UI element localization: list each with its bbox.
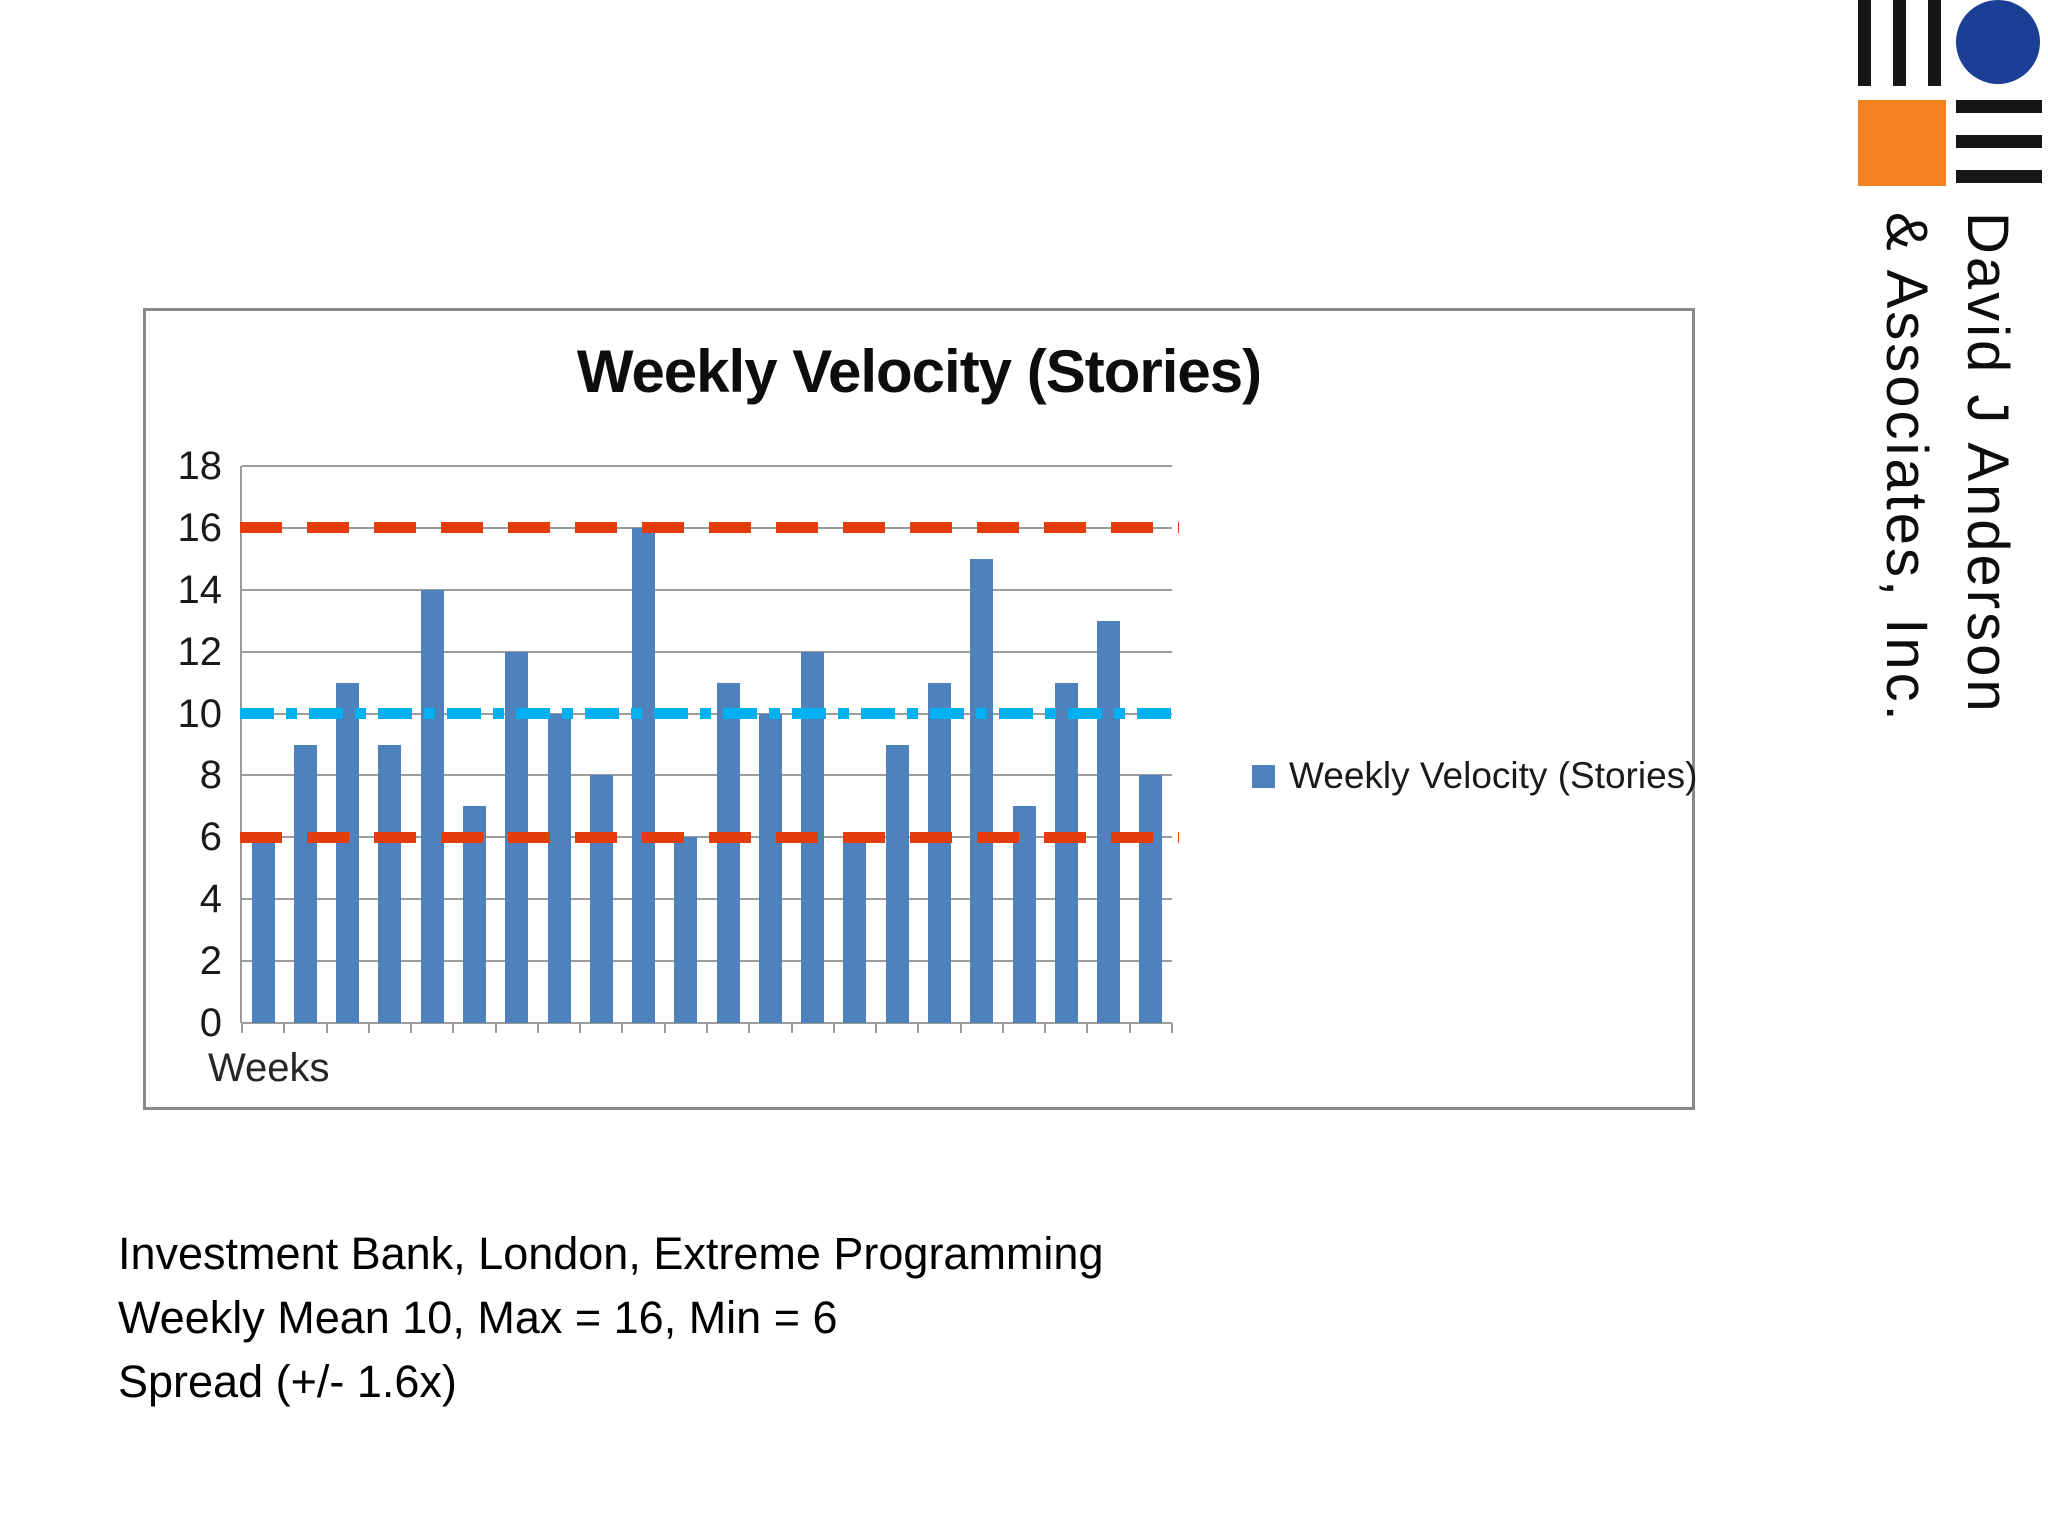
x-tick	[283, 1023, 286, 1033]
x-tick	[706, 1023, 708, 1033]
x-tick	[663, 1023, 666, 1033]
legend-swatch-icon	[1252, 764, 1275, 788]
bar-week-12	[716, 682, 740, 1023]
gridline	[242, 465, 1172, 467]
logo-square-icon	[1858, 100, 1946, 186]
bar-week-2	[293, 744, 317, 1023]
company-name: David J Anderson & Associates, Inc.	[1852, 212, 2028, 812]
x-tick	[748, 1023, 751, 1033]
caption-line2: Weekly Mean 10, Max = 16, Min = 6	[118, 1292, 838, 1343]
company-name-line2: & Associates, Inc.	[1874, 212, 1939, 724]
bar-week-17	[928, 682, 951, 1023]
y-axis-label: 0	[199, 1001, 222, 1045]
x-tick	[325, 1023, 328, 1033]
x-tick	[1128, 1023, 1131, 1033]
y-axis-label: 2	[199, 939, 222, 984]
x-tick	[621, 1023, 624, 1033]
company-name-line1: David J Anderson	[1955, 212, 2020, 715]
x-tick	[367, 1023, 370, 1033]
caption-line1: Investment Bank, London, Extreme Program…	[118, 1228, 1104, 1279]
legend-label: Weekly Velocity (Stories)	[1289, 755, 1698, 796]
bar-week-16	[885, 744, 909, 1023]
y-axis-label: 18	[177, 444, 223, 488]
gridline	[242, 650, 1172, 653]
bar-week-4	[378, 744, 402, 1023]
bar-week-19	[1012, 806, 1036, 1023]
x-tick	[1001, 1023, 1004, 1033]
bar-week-18	[970, 558, 994, 1023]
bar-week-15	[843, 837, 867, 1023]
gridline	[242, 960, 1172, 963]
x-tick	[875, 1023, 878, 1033]
logo-horizontal-bars-icon	[1956, 100, 2042, 186]
y-axis-label: 4	[199, 877, 222, 922]
x-tick	[1044, 1023, 1047, 1033]
ref-line-min	[240, 831, 1180, 843]
x-tick	[917, 1023, 920, 1033]
y-axis-label: 10	[177, 691, 223, 736]
y-axis-label: 6	[199, 815, 222, 860]
x-tick	[790, 1023, 793, 1033]
caption-line3: Spread (+/- 1.6x)	[118, 1356, 457, 1407]
bar-week-21	[1097, 620, 1121, 1023]
bar-week-10	[632, 527, 656, 1023]
bar-week-9	[589, 775, 613, 1023]
bar-week-22	[1139, 775, 1163, 1023]
bar-week-11	[674, 837, 698, 1023]
logo-circle-icon	[1956, 0, 2040, 84]
y-axis-label: 8	[199, 753, 222, 798]
bar-week-1	[251, 837, 275, 1023]
bar-week-8	[547, 713, 571, 1023]
bar-week-3	[336, 682, 360, 1023]
bar-week-5	[420, 589, 444, 1023]
logo-vertical-bars-icon	[1858, 0, 1944, 86]
legend: Weekly Velocity (Stories)	[1252, 755, 1698, 797]
x-tick	[1086, 1023, 1089, 1033]
bar-week-20	[1054, 682, 1078, 1023]
gridline	[242, 774, 1172, 777]
chart-title: Weekly Velocity (Stories)	[576, 338, 1262, 405]
plot-area: 0 2 4 6 8 10 12 14 16 18	[178, 444, 1180, 1045]
x-tick	[579, 1023, 582, 1033]
x-tick	[959, 1023, 962, 1033]
caption: Investment Bank, London, Extreme Program…	[118, 1222, 1103, 1414]
x-tick	[410, 1023, 413, 1033]
x-tick	[832, 1023, 835, 1033]
bar-week-13	[758, 713, 782, 1023]
y-axis-label: 14	[177, 567, 223, 612]
gridline	[242, 898, 1172, 901]
x-tick	[1171, 1023, 1173, 1033]
x-axis-title: Weeks	[208, 1046, 330, 1090]
x-tick	[494, 1023, 497, 1033]
bar-week-6	[463, 806, 486, 1023]
company-logo	[1858, 0, 2048, 190]
chart: Weekly Velocity (Stories) 0 2 4 6 8 10 12 14 16 1…	[143, 308, 1698, 1110]
ref-line-max	[240, 522, 1180, 534]
y-axis-label: 16	[177, 505, 223, 550]
x-tick	[452, 1023, 455, 1033]
x-tick	[536, 1023, 539, 1033]
ref-line-mean	[240, 708, 1180, 720]
y-axis-label: 12	[177, 629, 223, 674]
gridline	[242, 588, 1172, 591]
x-tick	[241, 1023, 243, 1033]
